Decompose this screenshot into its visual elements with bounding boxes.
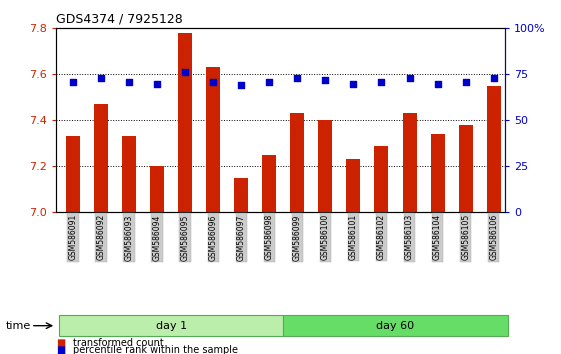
- Text: GSM586096: GSM586096: [209, 214, 218, 261]
- Bar: [234, 178, 248, 212]
- Text: day 60: day 60: [376, 321, 415, 331]
- Bar: [178, 33, 192, 212]
- Point: [489, 75, 498, 81]
- Bar: [94, 104, 108, 212]
- Text: GSM586099: GSM586099: [293, 214, 302, 261]
- Bar: [262, 155, 276, 212]
- Point: [377, 79, 386, 85]
- Text: GSM586091: GSM586091: [68, 214, 77, 261]
- Point: [293, 75, 302, 81]
- Point: [461, 79, 470, 85]
- Text: ■: ■: [56, 338, 65, 348]
- Point: [96, 75, 105, 81]
- Text: GSM586102: GSM586102: [377, 214, 386, 260]
- Text: GSM586092: GSM586092: [96, 214, 105, 261]
- Bar: [431, 134, 444, 212]
- Text: GSM586106: GSM586106: [489, 214, 498, 261]
- Text: day 1: day 1: [155, 321, 187, 331]
- Text: GSM586095: GSM586095: [181, 214, 190, 261]
- Point: [433, 81, 442, 86]
- Text: GSM586098: GSM586098: [265, 214, 274, 261]
- Bar: [122, 137, 136, 212]
- Point: [405, 75, 414, 81]
- Point: [349, 81, 358, 86]
- Bar: [66, 137, 80, 212]
- Bar: [150, 166, 164, 212]
- Bar: [458, 125, 472, 212]
- Text: GSM586101: GSM586101: [349, 214, 358, 260]
- Bar: [374, 146, 388, 212]
- Text: GSM586094: GSM586094: [153, 214, 162, 261]
- Point: [125, 79, 134, 85]
- Text: time: time: [6, 321, 31, 331]
- Point: [153, 81, 162, 86]
- Text: ■: ■: [56, 346, 65, 354]
- Bar: [291, 114, 304, 212]
- Text: GDS4374 / 7925128: GDS4374 / 7925128: [56, 13, 183, 26]
- Point: [209, 79, 218, 85]
- Point: [321, 77, 330, 83]
- Text: GSM586100: GSM586100: [321, 214, 330, 261]
- Bar: [486, 86, 500, 212]
- Bar: [206, 68, 220, 212]
- Bar: [346, 159, 360, 212]
- Text: GSM586097: GSM586097: [237, 214, 246, 261]
- Point: [68, 79, 77, 85]
- Point: [237, 82, 246, 88]
- Text: GSM586093: GSM586093: [125, 214, 134, 261]
- Point: [265, 79, 274, 85]
- Text: GSM586104: GSM586104: [433, 214, 442, 261]
- Text: GSM586103: GSM586103: [405, 214, 414, 261]
- Text: GSM586105: GSM586105: [461, 214, 470, 261]
- Text: percentile rank within the sample: percentile rank within the sample: [73, 346, 238, 354]
- Bar: [402, 114, 416, 212]
- Bar: [318, 120, 332, 212]
- Point: [181, 70, 190, 75]
- Text: transformed count: transformed count: [73, 338, 164, 348]
